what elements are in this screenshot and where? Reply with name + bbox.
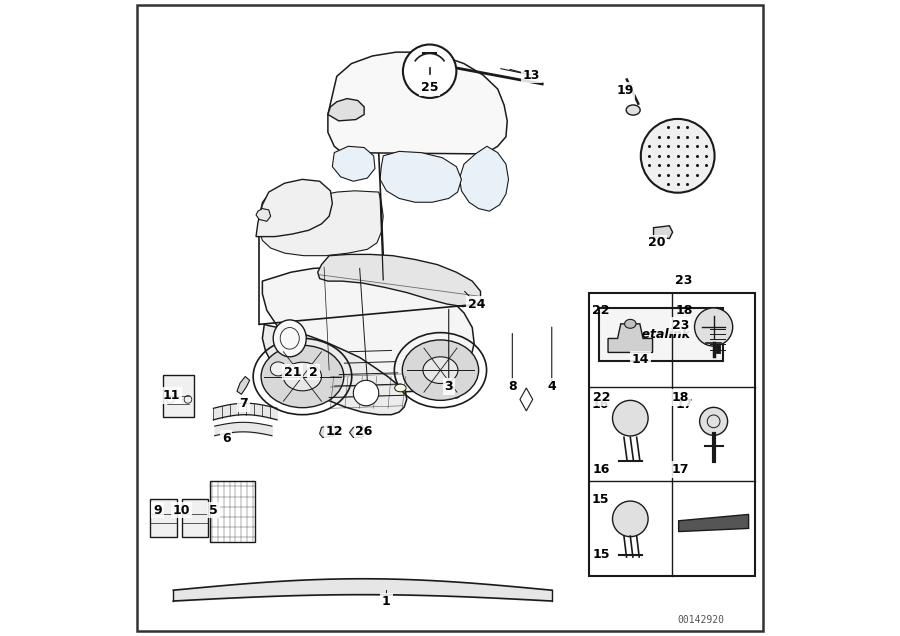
- Text: 17: 17: [671, 463, 689, 476]
- Ellipse shape: [626, 105, 640, 115]
- Polygon shape: [256, 179, 332, 237]
- Text: 21: 21: [284, 366, 301, 378]
- Text: 18: 18: [675, 304, 692, 317]
- Polygon shape: [349, 425, 366, 438]
- Polygon shape: [460, 146, 508, 211]
- Bar: [589, 293, 755, 576]
- Text: Betalink: Betalink: [633, 328, 690, 341]
- Text: 4: 4: [547, 380, 556, 393]
- Text: 6: 6: [221, 432, 230, 445]
- Ellipse shape: [261, 345, 344, 408]
- Polygon shape: [318, 254, 481, 307]
- Circle shape: [699, 408, 727, 435]
- Text: 19: 19: [616, 84, 634, 97]
- Ellipse shape: [284, 362, 321, 391]
- Circle shape: [641, 119, 715, 193]
- Polygon shape: [653, 226, 672, 238]
- Text: 2: 2: [309, 366, 318, 378]
- Text: 20: 20: [648, 237, 665, 249]
- Text: 11: 11: [163, 389, 180, 402]
- Polygon shape: [256, 209, 271, 221]
- Bar: [163, 375, 194, 417]
- Circle shape: [354, 380, 379, 406]
- Polygon shape: [301, 361, 321, 377]
- Polygon shape: [259, 191, 383, 256]
- Polygon shape: [263, 267, 474, 392]
- Ellipse shape: [270, 362, 286, 376]
- Text: 23: 23: [671, 319, 688, 332]
- Ellipse shape: [402, 340, 479, 401]
- Text: 8: 8: [508, 380, 517, 393]
- Text: 25: 25: [421, 81, 438, 94]
- Ellipse shape: [395, 384, 406, 392]
- Text: 14: 14: [632, 353, 650, 366]
- Bar: [149, 499, 176, 537]
- Bar: [182, 499, 208, 537]
- Polygon shape: [320, 425, 337, 438]
- Text: 13: 13: [523, 69, 540, 81]
- Text: 15: 15: [592, 548, 610, 561]
- Polygon shape: [380, 151, 462, 202]
- Text: 1: 1: [382, 595, 391, 607]
- Polygon shape: [237, 377, 249, 394]
- Polygon shape: [332, 146, 375, 181]
- Text: 00142920: 00142920: [678, 615, 725, 625]
- Text: 3: 3: [445, 380, 453, 393]
- Polygon shape: [679, 515, 749, 532]
- Text: 26: 26: [356, 425, 373, 438]
- Text: 22: 22: [592, 304, 609, 317]
- Circle shape: [613, 501, 648, 537]
- Text: 5: 5: [209, 504, 218, 516]
- Polygon shape: [328, 52, 508, 154]
- Text: 23: 23: [675, 275, 692, 287]
- Text: 7: 7: [238, 398, 248, 410]
- Polygon shape: [263, 324, 407, 415]
- Ellipse shape: [423, 357, 458, 384]
- Polygon shape: [328, 99, 364, 121]
- Text: 22: 22: [592, 391, 610, 404]
- Circle shape: [613, 401, 648, 436]
- Polygon shape: [608, 324, 652, 352]
- Text: 18: 18: [671, 391, 688, 404]
- Circle shape: [695, 308, 733, 346]
- FancyBboxPatch shape: [599, 308, 724, 361]
- Polygon shape: [280, 356, 302, 375]
- Text: 15: 15: [592, 493, 609, 506]
- Text: 12: 12: [326, 425, 343, 438]
- Text: 16: 16: [593, 463, 610, 476]
- Text: 24: 24: [468, 298, 485, 310]
- Text: 16: 16: [592, 398, 609, 411]
- Ellipse shape: [625, 319, 636, 328]
- Text: 17: 17: [675, 398, 693, 411]
- Bar: [210, 481, 256, 542]
- Circle shape: [403, 45, 456, 98]
- Text: 10: 10: [173, 504, 191, 516]
- Ellipse shape: [274, 320, 306, 357]
- Text: 9: 9: [153, 504, 162, 516]
